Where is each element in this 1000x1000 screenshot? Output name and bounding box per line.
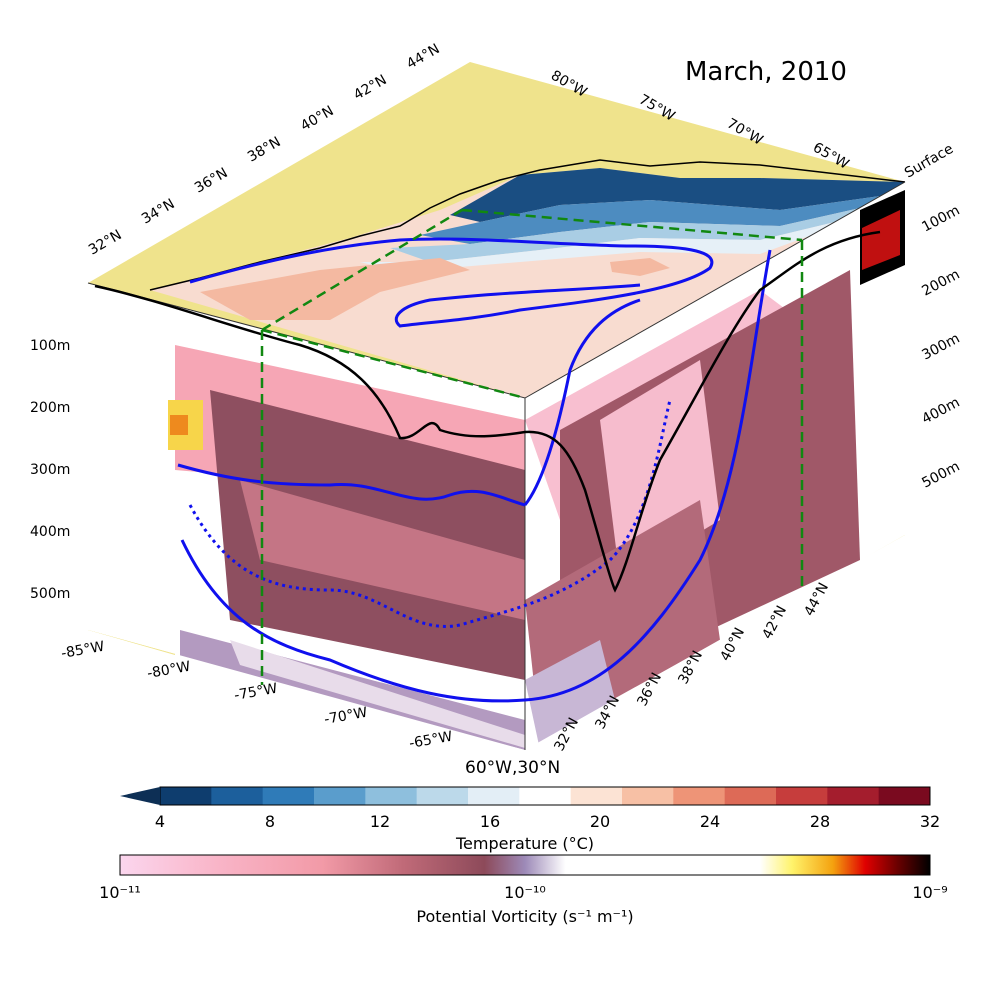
lat-tick-top: 38°N [245,134,284,166]
lat-tick-top: 36°N [192,165,231,197]
depth-tick-left: 100m [30,338,70,354]
lat-tick-top: 42°N [351,72,390,104]
temperature-colorbar-swatch [827,787,880,805]
depth-tick-left: 400m [30,524,70,540]
corner-label: 60°W,30°N [465,758,560,778]
temperature-colorbar-swatch [468,787,520,805]
temperature-colorbar-tick: 24 [700,812,720,831]
temperature-colorbar-label: Temperature (°C) [455,834,594,853]
temperature-colorbar-swatch [878,787,931,805]
chart-title: March, 2010 [685,57,847,87]
temperature-colorbar-swatch [160,787,212,805]
depth-tick-left: 500m [30,586,70,602]
depth-tick-right: 100m [919,202,962,235]
lon-tick-front: -85°W [60,639,106,662]
front-pv-section [88,283,525,750]
temperature-colorbar-swatch [262,787,315,805]
depth-tick-left: 200m [30,400,70,416]
depth-tick-right: 500m [919,458,962,491]
pv-colorbar-tick: 10⁻¹⁰ [504,883,546,902]
temperature-colorbar-swatch [622,787,674,805]
right-pv-section [525,182,905,750]
temperature-colorbar-tick: 20 [590,812,610,831]
temperature-colorbar-tick: 4 [155,812,165,831]
surface-temperature-map [149,159,906,398]
pv-colorbar-tick: 10⁻⁹ [912,883,947,902]
blue-contour-front [177,463,526,507]
lon-tick-front: -80°W [146,659,192,682]
depth-tick-right: 300m [919,330,962,363]
temperature-colorbar-tick: 32 [920,812,940,831]
temperature-colorbar-swatch [673,787,726,805]
temperature-colorbar-tick: 8 [265,812,275,831]
temperature-colorbar-swatch [776,787,828,805]
depth-tick-right: 400m [919,394,962,427]
temperature-colorbar-swatch [570,787,623,805]
lat-tick-top: 32°N [86,227,125,259]
temperature-colorbar: 4 8 12 16 20 24 28 32 Temperature (°C) [120,786,940,853]
green-dashed-box [260,208,804,685]
lat-tick-top: 40°N [298,103,337,135]
surface-label: Surface [902,141,956,182]
black-mixed-layer-line [94,230,881,593]
depth-tick-left: 300m [30,462,70,478]
lon-tick-front: -65°W [408,729,454,752]
lat-tick-top: 44°N [404,41,443,73]
lon-tick-front: -75°W [233,681,279,704]
temperature-colorbar-swatch [211,787,264,805]
temperature-colorbar-swatch [314,787,366,805]
temperature-colorbar-extend-arrow [120,787,160,805]
lon-tick-front: -70°W [323,705,369,728]
blue-contour-deep-front [180,249,772,703]
pv-colorbar-tick: 10⁻¹¹ [99,883,141,902]
temperature-colorbar-tick: 12 [370,812,390,831]
lat-tick-top: 34°N [139,196,178,228]
temperature-colorbar-tick: 16 [480,812,500,831]
pv-colorbar: 10⁻¹¹ 10⁻¹⁰ 10⁻⁹ Potential Vorticity (s⁻¹ … [99,854,948,926]
temperature-colorbar-swatch [365,787,418,805]
temperature-colorbar-swatch [724,787,777,805]
temperature-colorbar-swatch [519,787,572,805]
temperature-colorbar-tick: 28 [810,812,830,831]
depth-tick-right: 200m [919,266,962,299]
blue-surface-contour [189,237,714,328]
temperature-colorbar-swatch [416,787,469,805]
pv-colorbar-label: Potential Vorticity (s⁻¹ m⁻¹) [416,907,633,926]
blue-contour-right [523,298,641,506]
